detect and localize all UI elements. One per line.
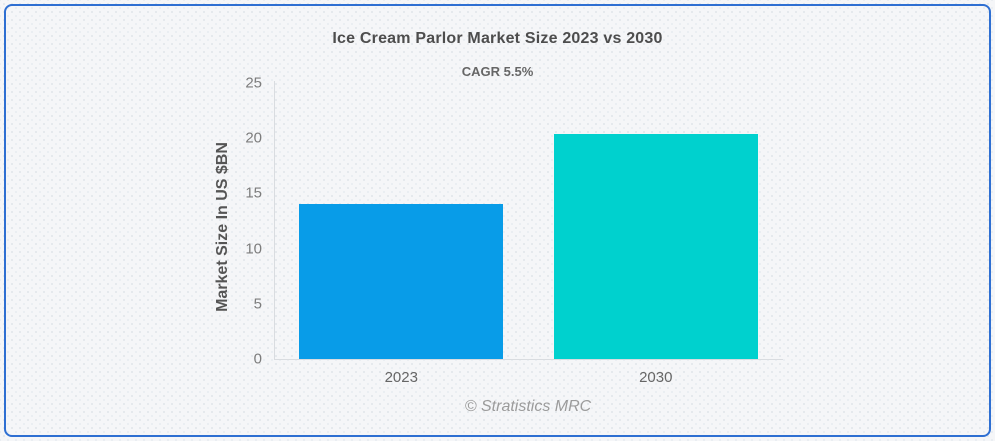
chart-subtitle: CAGR 5.5% <box>461 64 534 79</box>
y-tick-label-10: 10 <box>245 240 262 258</box>
y-tick-label-25: 25 <box>245 74 262 92</box>
y-tick-label-0: 0 <box>253 350 262 368</box>
y-tick-label-15: 15 <box>245 184 262 202</box>
bar-2030 <box>554 133 758 359</box>
x-axis-line <box>274 359 783 360</box>
y-tick-label-20: 20 <box>245 129 262 147</box>
y-axis-line <box>274 81 275 359</box>
bar-2023 <box>299 204 503 359</box>
watermark-credit: © Stratistics MRC <box>464 398 592 415</box>
x-tick-label-2023: 2023 <box>384 369 418 386</box>
chart-title: Ice Cream Parlor Market Size 2023 vs 203… <box>332 30 663 47</box>
x-tick-label-2030: 2030 <box>639 369 673 386</box>
y-axis-title: Market Size In US $BN <box>214 142 231 312</box>
y-tick-label-5: 5 <box>253 295 262 313</box>
